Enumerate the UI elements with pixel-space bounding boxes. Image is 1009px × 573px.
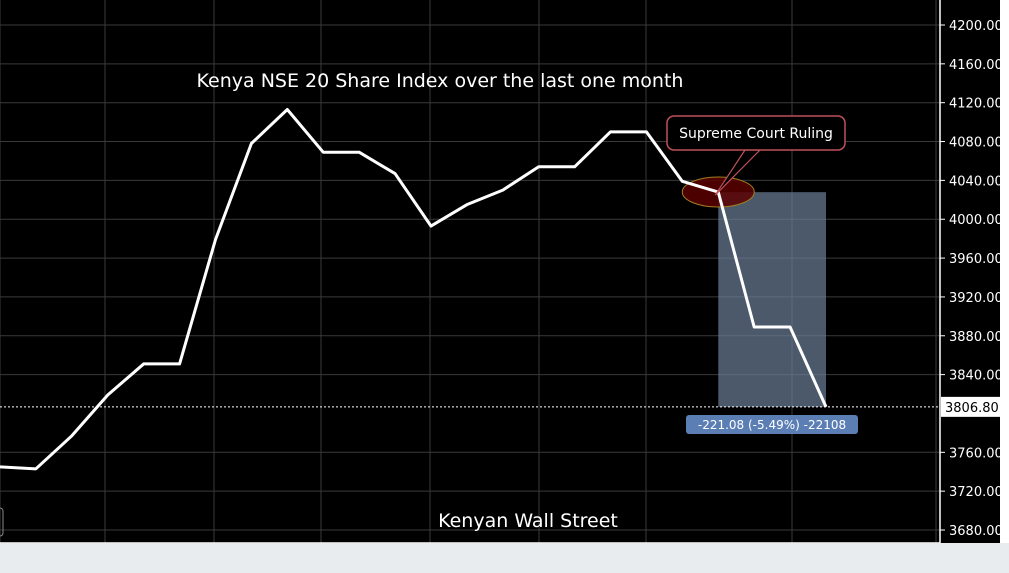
y-tick-label: 3880.00: [949, 330, 1003, 345]
y-tick-label: 3760.00: [949, 446, 1003, 461]
measure-label: -221.08 (-5.49%) -22108: [698, 418, 846, 432]
y-tick-label: 4040.00: [949, 174, 1003, 189]
bottom-toolbar: [0, 543, 1009, 573]
watermark-text: Kenyan Wall Street: [438, 510, 618, 532]
measure-range-box: [718, 192, 826, 407]
measure-label-box: [686, 415, 858, 434]
left-edge-button: [0, 507, 4, 537]
right-edge: [1000, 0, 1009, 543]
callout-text: Supreme Court Ruling: [679, 126, 833, 142]
last-price-label: 3806.80: [945, 401, 999, 416]
callout-box: [666, 115, 846, 151]
y-tick-label: 4120.00: [949, 97, 1003, 112]
y-tick-label: 3840.00: [949, 369, 1003, 384]
y-tick-label: 4080.00: [949, 136, 1003, 151]
y-tick-label: 4160.00: [949, 58, 1003, 73]
y-tick-label: 4000.00: [949, 213, 1003, 228]
y-tick-label: 3680.00: [949, 524, 1003, 539]
last-price-box: [941, 396, 1009, 417]
chart-title: Kenya NSE 20 Share Index over the last o…: [197, 70, 684, 92]
y-tick-label: 4200.00: [949, 19, 1003, 34]
price-line: [0, 107, 828, 471]
y-tick-label: 3920.00: [949, 291, 1003, 306]
y-tick-label: 3720.00: [949, 485, 1003, 500]
y-tick-label: 3960.00: [949, 252, 1003, 267]
